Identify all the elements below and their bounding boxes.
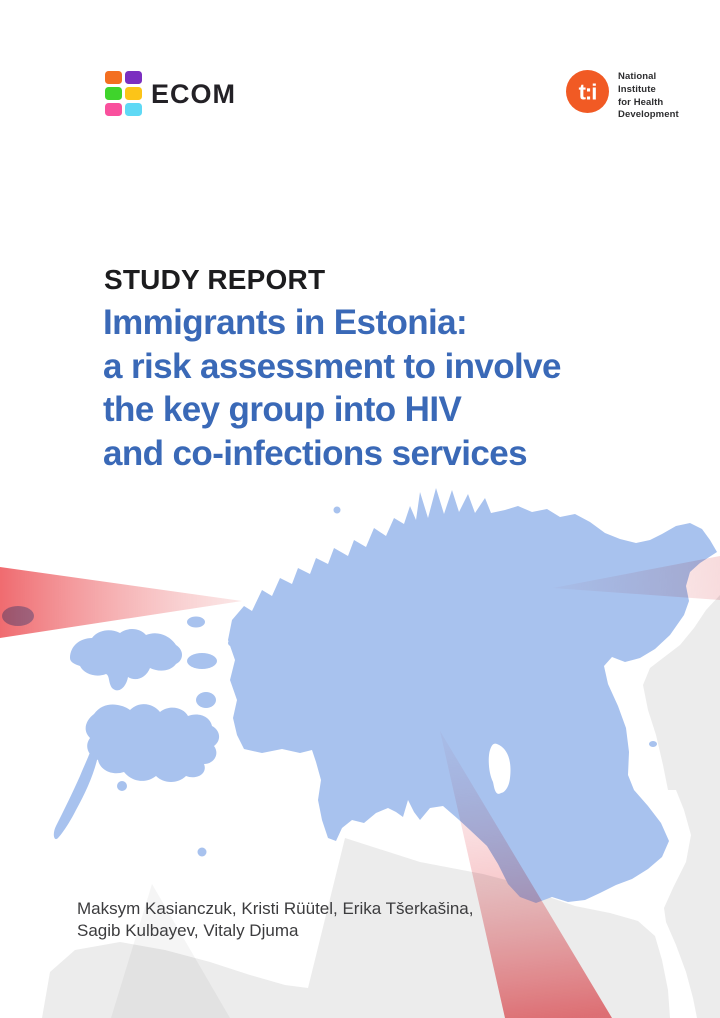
neighbor-region-east (643, 595, 720, 1018)
ray-left (0, 567, 242, 638)
island-saaremaa (85, 704, 220, 782)
tai-institute-line: National (618, 71, 657, 82)
tai-institute-line: Development (618, 109, 679, 121)
ecom-tile-pink (105, 103, 122, 116)
report-title-line: a risk assessment to involve (103, 346, 561, 386)
authors-line: Sagib Kulbayev, Vitaly Djuma (77, 921, 299, 941)
islet-ruhnu (197, 847, 207, 857)
tai-logo: t:i (566, 70, 609, 113)
islet-vormsi (187, 653, 217, 669)
lakes (273, 743, 511, 797)
estonia-mainland (228, 488, 717, 903)
island-saaremaa-sorve-peninsula (53, 752, 98, 840)
islet-peipus (649, 741, 657, 747)
island-hiiumaa (70, 629, 182, 691)
tai-institute-line: Institute (618, 83, 656, 95)
lake-parnu-area (273, 783, 287, 797)
islet-north-dot (333, 506, 341, 514)
islet-kihnu (117, 781, 127, 791)
report-title-line: and co-infections services (103, 433, 528, 473)
islet-small-1 (228, 640, 234, 646)
ray-bottom (440, 731, 612, 1018)
report-title-line: the key group into HIV (103, 390, 462, 429)
ecom-tile-green (105, 87, 122, 100)
ecom-wordmark: ECOM (151, 79, 236, 109)
report-title-line: Immigrants in Estonia: (103, 303, 468, 342)
ecom-logo-mark (105, 71, 142, 116)
ecom-tile-orange (105, 71, 122, 84)
ecom-tiles (105, 71, 142, 116)
tai-institute-line: for Health (618, 96, 664, 108)
ecom-tile-cyan (125, 103, 142, 116)
neighbor-faint-wedge (111, 884, 230, 1018)
estonia-landmass (2, 488, 717, 903)
authors-line: Maksym Kasianczuk, Kristi Rüütel, Erika … (77, 899, 474, 918)
ecom-tile-yellow (125, 87, 142, 100)
report-title: Immigrants in Estonia: a risk assessment… (103, 301, 561, 475)
islet-nw-coast (187, 616, 205, 628)
island-muhu (196, 692, 216, 708)
report-type-label: STUDY REPORT (104, 264, 326, 295)
ray-right (553, 556, 720, 600)
tai-logo-circle (566, 70, 609, 113)
tai-monogram: t:i (579, 80, 597, 105)
authors-list: Maksym Kasianczuk, Kristi Rüütel, Erika … (77, 898, 473, 943)
decorative-rays (0, 556, 720, 1018)
ecom-tile-purple (125, 71, 142, 84)
tai-institute-name: National Institute for Health Developmen… (618, 71, 679, 122)
lake-vortsjarv (488, 743, 511, 794)
